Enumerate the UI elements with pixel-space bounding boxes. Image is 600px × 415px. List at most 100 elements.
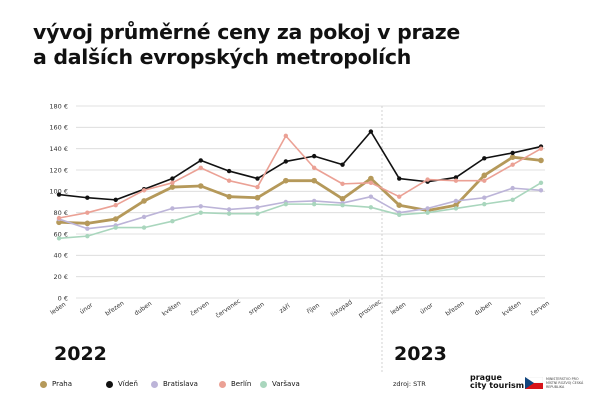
data-point [283,133,289,139]
x-tick-label: květen [160,299,182,318]
data-point [368,205,374,210]
data-point [255,184,260,190]
data-point [226,193,232,200]
data-point [311,177,317,184]
series-line [58,182,542,240]
data-point [453,178,459,183]
x-tick-label: duben [473,300,493,317]
data-point [425,206,430,211]
x-tick-label: březen [444,299,466,318]
data-point [368,194,374,199]
data-point [254,194,261,201]
data-point [197,183,204,189]
data-point [198,204,203,209]
x-tick-label: březen [104,299,126,318]
chart-title: vývoj průměrné ceny za pokoj v praze a d… [33,20,460,70]
legend-swatch [151,380,158,388]
data-point [453,206,459,211]
data-point [311,201,317,207]
legend-swatch [106,380,113,388]
data-point [141,188,147,193]
data-point [510,197,515,203]
y-tick-label: 60 € [54,230,68,238]
prague-city-tourism-logo: prague city tourism [470,374,524,390]
data-point [340,162,345,167]
y-tick-label: 40 € [54,252,68,260]
series-line [58,135,542,219]
data-point [368,175,374,182]
data-point [481,172,488,179]
data-point [170,176,175,181]
data-point [340,181,345,187]
data-point [453,202,459,208]
data-point [482,178,487,183]
x-tick-label: únor [418,301,435,316]
data-point [226,207,232,212]
data-point [198,158,203,163]
y-tick-label: 20 € [54,273,68,281]
data-point [141,214,147,220]
data-point [170,206,175,211]
legend-label: Bratislava [163,380,198,388]
legend-item: Bratislava [151,378,198,390]
data-point [141,225,147,230]
data-point [453,198,459,204]
data-point [368,180,374,185]
data-point [425,210,430,215]
x-tick-label: leden [49,301,67,317]
x-tick-label: červenec [214,297,242,320]
data-point [198,210,203,215]
title-line-1: vývoj průměrné ceny za pokoj v praze [33,20,461,44]
data-point [397,212,402,217]
data-point [85,233,90,239]
data-point [397,176,402,181]
czech-flag-icon [525,377,543,389]
x-tick-label: prosinec [357,298,383,319]
legend-item: Praha [40,378,72,390]
data-point [283,177,289,184]
data-point [510,185,515,191]
data-point [510,150,515,156]
y-tick-label: 80 € [54,209,68,217]
x-tick-label: červen [189,299,211,318]
data-point [113,197,118,203]
data-point [198,165,203,171]
ministry-logo-text: MINISTERSTVO PRO MÍSTNÍ ROZVOJ ČESKÁ REP… [546,377,584,389]
data-point [311,153,317,159]
x-tick-label: listopad [330,299,354,319]
data-point [510,162,515,167]
data-point [509,154,516,160]
data-point [425,177,430,182]
data-point [396,202,403,208]
data-point [226,168,232,174]
data-point [311,165,317,171]
x-tick-label: leden [389,301,407,317]
data-point [397,194,402,199]
data-point [84,220,91,227]
logo-line-1: prague [470,373,502,382]
y-tick-label: 160 € [49,124,68,132]
data-point [482,156,487,161]
data-point [56,192,62,197]
x-tick-label: únor [78,301,95,316]
data-point [340,203,345,208]
data-point [283,159,289,164]
data-point [170,219,175,224]
y-tick-label: 0 € [58,294,68,302]
legend-item: Vídeň [106,378,138,390]
y-tick-label: 120 € [49,166,68,174]
x-tick-label: červen [529,299,551,318]
source-note: zdroj: STR [393,380,426,388]
x-tick-label: květen [501,299,523,318]
legend-swatch [219,380,226,388]
x-tick-label: říjen [305,301,321,315]
data-point [453,175,459,180]
legend-label: Berlín [231,380,252,388]
y-tick-label: 180 € [49,102,68,110]
series-line [58,130,542,201]
legend-swatch [40,380,47,388]
legend-item: Berlín [219,378,251,390]
legend-label: Praha [52,380,72,388]
data-point [85,195,90,200]
